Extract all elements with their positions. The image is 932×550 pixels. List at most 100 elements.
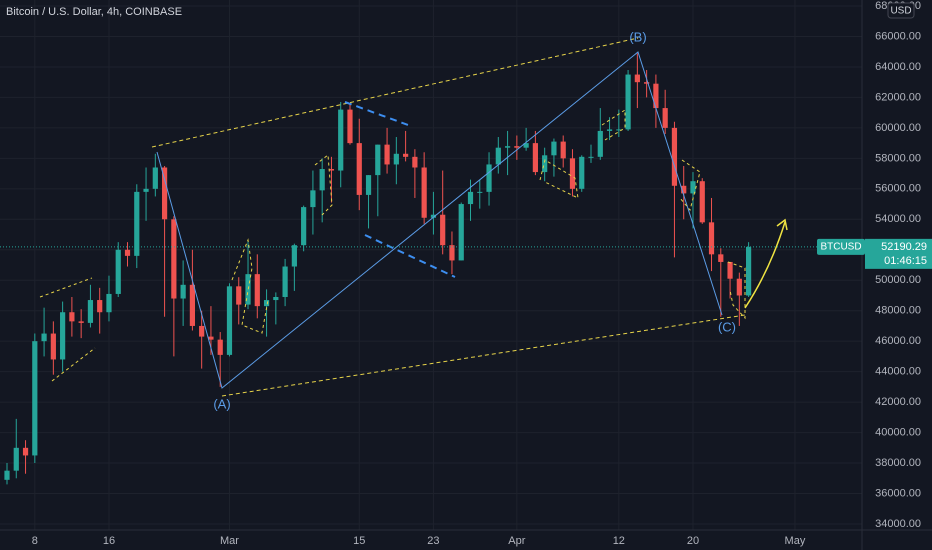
- candle-body: [78, 321, 84, 323]
- y-tick-label: 46000.00: [875, 335, 921, 347]
- candle-body: [69, 312, 75, 322]
- candle-body: [440, 214, 446, 246]
- y-tick-label: 54000.00: [875, 213, 921, 225]
- candle-body: [449, 245, 455, 261]
- candle-body: [32, 341, 38, 456]
- candle-body: [180, 284, 186, 299]
- candle-body: [106, 293, 112, 313]
- candle-body: [597, 130, 603, 157]
- price-badge: [865, 238, 932, 269]
- candle-body: [384, 144, 390, 165]
- candle-body: [356, 143, 362, 195]
- candle-body: [699, 181, 705, 223]
- candle-body: [579, 156, 585, 189]
- candle-body: [746, 246, 752, 296]
- candle-body: [97, 300, 103, 313]
- candle-body: [60, 312, 66, 360]
- drawings: [39, 37, 788, 397]
- candle-body: [458, 204, 464, 261]
- candle-body: [273, 296, 279, 301]
- candle-body: [375, 144, 381, 176]
- candle-body: [504, 146, 511, 148]
- y-tick-label: 38000.00: [875, 457, 921, 469]
- candle-body: [310, 190, 316, 208]
- candle-body: [189, 284, 195, 326]
- candle-body: [569, 158, 576, 189]
- wave-label: (A): [213, 396, 230, 411]
- candle-body: [532, 143, 538, 173]
- y-tick-label: 56000.00: [875, 183, 921, 195]
- candle-body: [708, 222, 715, 255]
- symbol-badge: [817, 238, 865, 255]
- x-tick-label: Mar: [220, 535, 239, 547]
- chart-title: Bitcoin / U.S. Dollar, 4h, COINBASE: [6, 6, 182, 18]
- y-tick-label: 64000.00: [875, 61, 921, 73]
- candle-body: [301, 207, 307, 246]
- price-label: 52190.29: [881, 241, 927, 253]
- candle-body: [161, 167, 168, 220]
- candle-body: [254, 274, 260, 307]
- candle-body: [226, 286, 233, 355]
- candle-body: [115, 249, 121, 294]
- candle-body: [560, 141, 566, 159]
- candle-body: [727, 261, 733, 279]
- x-tick-label: Apr: [508, 535, 525, 547]
- wave-label: (C): [718, 319, 736, 334]
- candle-body: [662, 108, 668, 128]
- candle-body: [644, 82, 650, 84]
- candle-body: [736, 278, 742, 296]
- candle-body: [171, 219, 177, 299]
- x-tick-label: 8: [32, 535, 38, 547]
- candle-body: [588, 156, 594, 158]
- candle-body: [551, 141, 557, 156]
- candle-body: [236, 286, 242, 305]
- x-tick-label: 20: [687, 535, 699, 547]
- candle-body: [393, 153, 399, 165]
- x-tick-label: 16: [103, 535, 115, 547]
- y-tick-label: 66000.00: [875, 30, 921, 42]
- candle-body: [403, 153, 409, 157]
- x-tick-label: 15: [353, 535, 365, 547]
- candle-body: [690, 181, 696, 194]
- candle-body: [328, 169, 335, 171]
- channel-upper: [151, 37, 639, 148]
- candle-body: [412, 156, 418, 168]
- candle-body: [199, 325, 205, 337]
- candle-body: [421, 167, 427, 218]
- candle-body: [152, 167, 158, 189]
- candle-body: [653, 83, 659, 109]
- candle-body: [542, 155, 548, 173]
- y-tick-label: 34000.00: [875, 518, 921, 530]
- currency-button[interactable]: [887, 2, 915, 19]
- y-tick-label: 50000.00: [875, 274, 921, 286]
- y-tick-label: 58000.00: [875, 152, 921, 164]
- channel-lower: [221, 314, 746, 397]
- flag-lower: [364, 234, 456, 278]
- currency-label[interactable]: USD: [890, 6, 911, 17]
- y-tick-label: 40000.00: [875, 426, 921, 438]
- candle-body: [625, 74, 631, 130]
- candle-body: [347, 109, 353, 144]
- candle-body: [495, 147, 501, 165]
- wave-line: [156, 51, 723, 389]
- candle-body: [681, 185, 687, 194]
- y-tick-label: 42000.00: [875, 396, 921, 408]
- y-tick-label: 62000.00: [875, 91, 921, 103]
- small-pattern: [601, 109, 626, 141]
- candle-body: [671, 127, 678, 186]
- candle-body: [477, 191, 483, 193]
- candle-body: [124, 249, 131, 256]
- candle-body: [208, 336, 214, 340]
- candle-body: [634, 74, 640, 83]
- countdown-label: 01:46:15: [884, 255, 927, 267]
- candle-body: [606, 129, 613, 131]
- y-tick-label: 44000.00: [875, 366, 921, 378]
- candle-body: [523, 143, 529, 148]
- candle-body: [616, 129, 622, 131]
- small-pattern: [314, 154, 333, 216]
- candle-body: [4, 470, 10, 480]
- candle-body: [143, 188, 149, 192]
- y-tick-label: 60000.00: [875, 122, 921, 134]
- candle-body: [41, 333, 47, 342]
